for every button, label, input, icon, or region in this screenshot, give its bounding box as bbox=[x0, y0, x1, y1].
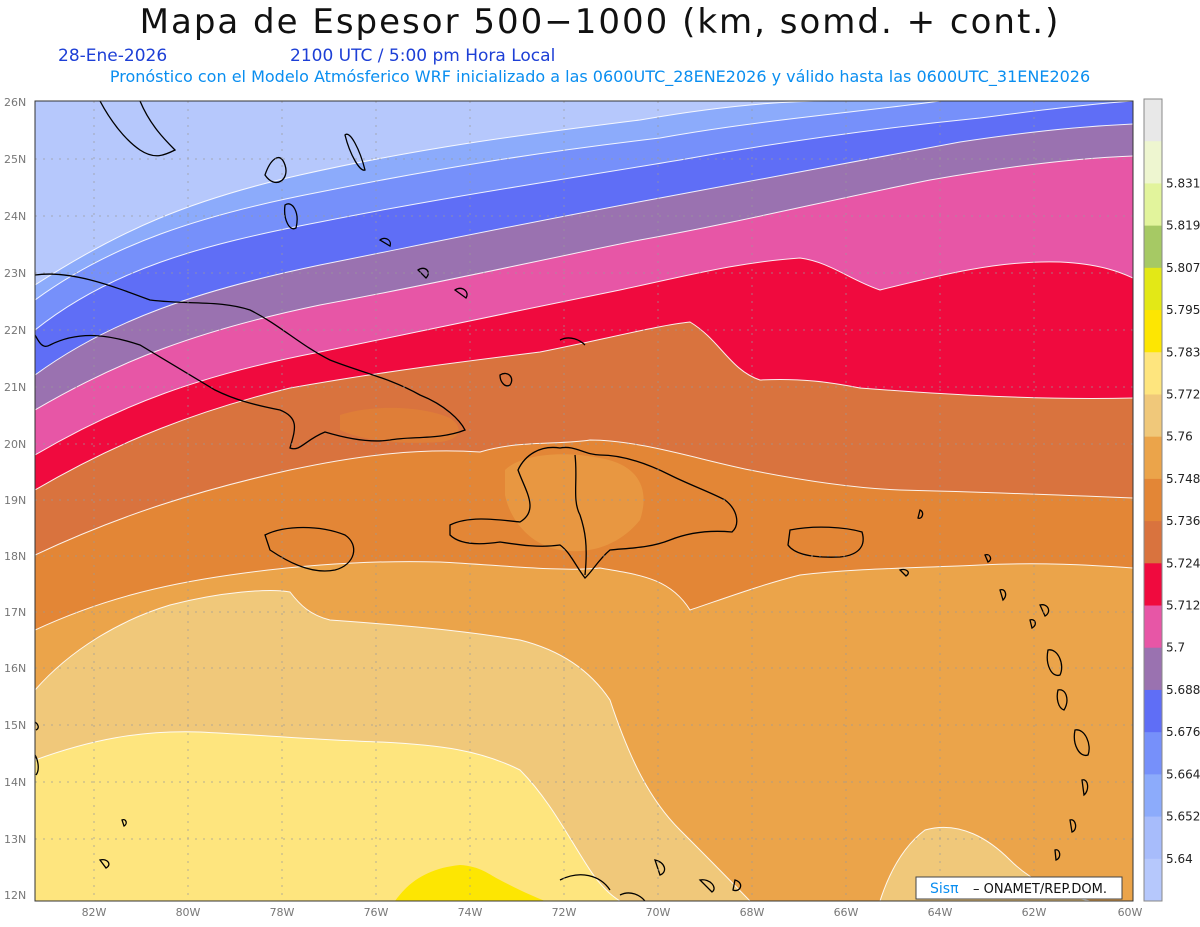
colorbar-label: 5.64 bbox=[1166, 852, 1193, 866]
colorbar-swatch bbox=[1144, 689, 1162, 733]
lat-label: 14N bbox=[4, 776, 26, 789]
lat-label: 18N bbox=[4, 550, 26, 563]
coastlines bbox=[35, 101, 1090, 901]
colorbar-swatch bbox=[1144, 183, 1162, 227]
colorbar-label: 5.676 bbox=[1166, 725, 1200, 739]
map-frame bbox=[34, 100, 1134, 902]
lat-label: 19N bbox=[4, 494, 26, 507]
band-5736-island bbox=[505, 454, 644, 552]
lon-label: 72W bbox=[552, 906, 577, 919]
cuba-coast bbox=[35, 273, 466, 450]
lon-label: 62W bbox=[1022, 906, 1047, 919]
lat-label: 23N bbox=[4, 267, 26, 280]
colorbar-swatch bbox=[1144, 394, 1162, 438]
jamaica-coast bbox=[264, 526, 355, 572]
forecast-label: Pronóstico con el Modelo Atmósferico WRF… bbox=[109, 67, 1091, 86]
colorbar-swatch bbox=[1144, 858, 1162, 902]
colorbar-swatch bbox=[1144, 141, 1162, 184]
colorbar-swatch bbox=[1144, 605, 1162, 649]
time-label: 2100 UTC / 5:00 pm Hora Local bbox=[290, 46, 556, 66]
lon-label: 66W bbox=[834, 906, 859, 919]
colorbar-label: 5.688 bbox=[1166, 683, 1200, 697]
colorbar-swatch bbox=[1144, 647, 1162, 691]
lat-label: 16N bbox=[4, 662, 26, 675]
contour-lines bbox=[35, 101, 1133, 901]
hispaniola-coast bbox=[449, 446, 738, 579]
lat-label: 26N bbox=[4, 96, 26, 109]
lon-label: 64W bbox=[928, 906, 953, 919]
colorbar-label: 5.772 bbox=[1166, 387, 1200, 401]
colorbar-swatch bbox=[1144, 478, 1162, 522]
caicos-islands bbox=[453, 287, 586, 387]
lesser-antilles bbox=[898, 509, 1090, 861]
date-label: 28-Ene-2026 bbox=[58, 46, 168, 66]
colorbar-swatch bbox=[1144, 99, 1162, 142]
lon-label: 68W bbox=[740, 906, 765, 919]
colorbar-frame bbox=[1143, 98, 1163, 902]
colorbar-label: 5.748 bbox=[1166, 472, 1200, 486]
lat-axis: 26N 25N 24N 23N 22N 21N 20N 19N 18N 17N … bbox=[4, 96, 26, 902]
puerto-rico-coast bbox=[787, 526, 864, 558]
colorbar-swatch bbox=[1144, 436, 1162, 480]
colorbar-swatch bbox=[1144, 267, 1162, 311]
colorbar-label: 5.783 bbox=[1166, 345, 1200, 359]
band-5783 bbox=[395, 865, 545, 901]
lon-label: 70W bbox=[646, 906, 671, 919]
lat-label: 13N bbox=[4, 833, 26, 846]
colorbar-label: 5.736 bbox=[1166, 514, 1200, 528]
band-5772 bbox=[35, 731, 620, 901]
south-america-coast bbox=[98, 818, 742, 901]
florida-coast bbox=[99, 101, 177, 157]
colorbar-swatch bbox=[1144, 816, 1162, 860]
west-edge-coast bbox=[35, 721, 39, 776]
colorbar-label: 5.831 bbox=[1166, 176, 1200, 190]
colorbar-label: 5.664 bbox=[1166, 767, 1200, 781]
colorbar-label: 5.807 bbox=[1166, 261, 1200, 275]
lat-label: 12N bbox=[4, 889, 26, 902]
colorbar-swatch bbox=[1144, 521, 1162, 564]
lon-label: 74W bbox=[458, 906, 483, 919]
colorbar-label: 5.76 bbox=[1166, 430, 1193, 444]
lat-label: 24N bbox=[4, 210, 26, 223]
bahamas-islands bbox=[264, 133, 429, 279]
lon-label: 80W bbox=[176, 906, 201, 919]
colorbar-swatch bbox=[1144, 774, 1162, 818]
colorbar-label: 5.712 bbox=[1166, 599, 1200, 613]
colorbar-swatch bbox=[1144, 563, 1162, 607]
colorbar-swatch bbox=[1144, 352, 1162, 395]
lat-label: 21N bbox=[4, 381, 26, 394]
colorbar-swatch bbox=[1144, 310, 1162, 353]
colorbar-label: 5.819 bbox=[1166, 219, 1200, 233]
grid bbox=[35, 101, 1133, 901]
colorbar: 5.831 5.819 5.807 5.795 5.783 5.772 5.76 5.748 5… bbox=[1143, 98, 1200, 902]
lat-label: 17N bbox=[4, 606, 26, 619]
hispaniola-border bbox=[574, 454, 587, 576]
lon-label: 60W bbox=[1118, 906, 1143, 919]
colorbar-label: 5.652 bbox=[1166, 810, 1200, 824]
credit-box: Sisπ – ONAMET/REP.DOM. bbox=[915, 876, 1123, 900]
lon-label: 78W bbox=[270, 906, 295, 919]
credit-text: – ONAMET/REP.DOM. bbox=[973, 882, 1107, 897]
lon-label: 76W bbox=[364, 906, 389, 919]
band-5724-cuba bbox=[340, 407, 459, 443]
colorbar-swatch bbox=[1144, 225, 1162, 269]
colorbar-label: 5.7 bbox=[1166, 641, 1185, 655]
lat-label: 20N bbox=[4, 438, 26, 451]
colorbar-label: 5.795 bbox=[1166, 303, 1200, 317]
lat-label: 22N bbox=[4, 324, 26, 337]
lat-label: 25N bbox=[4, 153, 26, 166]
lon-axis: 82W 80W 78W 76W 74W 72W 70W 68W 66W 64W … bbox=[82, 906, 1143, 919]
map-title: Mapa de Espesor 500−1000 (km, somd. + co… bbox=[139, 2, 1061, 42]
colorbar-swatch bbox=[1144, 732, 1162, 775]
lon-label: 82W bbox=[82, 906, 107, 919]
colorbar-label: 5.724 bbox=[1166, 556, 1200, 570]
sispi-logo: Sisπ bbox=[930, 881, 959, 897]
lat-label: 15N bbox=[4, 719, 26, 732]
